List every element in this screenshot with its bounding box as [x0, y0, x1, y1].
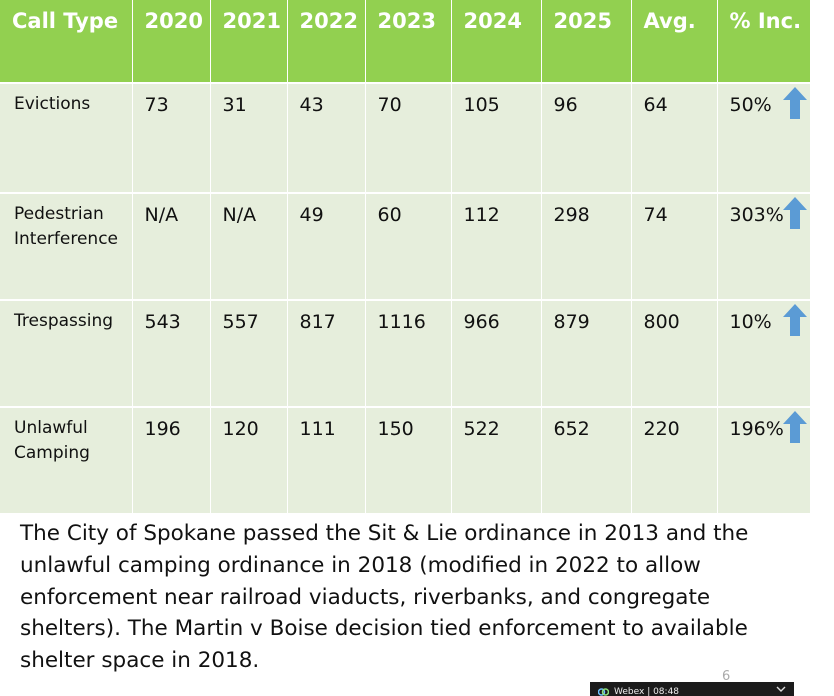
page-number: 6	[722, 669, 731, 684]
arrow-up-icon	[782, 411, 807, 443]
table-row: Trespassing 543 557 817 1116 966 879 800…	[0, 300, 811, 408]
row-label-line1: Pedestrian	[14, 204, 104, 224]
row-label-line2: Interference	[14, 229, 119, 249]
cell-pct-inc: 10%	[717, 300, 811, 408]
cell-2021: 557	[210, 300, 288, 408]
caption-line-2: unlawful camping ordinance in 2018 (modi…	[20, 552, 701, 578]
header-2021: 2021	[210, 0, 288, 84]
arrow-up-icon	[782, 304, 807, 336]
cell-2025: 96	[541, 83, 632, 194]
cell-2020: 543	[132, 300, 211, 408]
arrow-up-icon	[782, 197, 807, 229]
cell-2022: 817	[287, 300, 366, 408]
header-2022: 2022	[287, 0, 366, 84]
cell-2024: 112	[451, 193, 542, 301]
row-label: Unlawful Camping	[0, 407, 133, 515]
cell-2024: 966	[451, 300, 542, 408]
caption-line-5: shelter space in 2018.	[20, 648, 260, 674]
header-2025: 2025	[541, 0, 632, 84]
cell-2023: 60	[365, 193, 452, 301]
call-type-table: Call Type 2020 2021 2022 2023 2024 2025 …	[0, 0, 811, 515]
cell-2023: 1116	[365, 300, 452, 408]
cell-2020: 196	[132, 407, 211, 515]
pct-value: 50%	[729, 94, 772, 116]
chevron-down-icon[interactable]	[776, 685, 786, 693]
cell-2025: 652	[541, 407, 632, 515]
table-header-row: Call Type 2020 2021 2022 2023 2024 2025 …	[0, 0, 811, 84]
webex-meeting-bar[interactable]: Webex | 08:48	[590, 682, 794, 696]
pct-value: 10%	[729, 311, 772, 333]
webex-logo-icon	[598, 688, 609, 696]
cell-2024: 522	[451, 407, 542, 515]
cell-2022: 111	[287, 407, 366, 515]
cell-2025: 298	[541, 193, 632, 301]
row-label-line1: Trespassing	[14, 311, 114, 331]
row-label-line2: Camping	[14, 443, 90, 463]
cell-2021: 31	[210, 83, 288, 194]
caption-line-1: The City of Spokane passed the Sit & Lie…	[20, 521, 749, 546]
header-2020: 2020	[132, 0, 211, 84]
caption-line-3: enforcement near railroad viaducts, rive…	[20, 584, 711, 610]
header-avg: Avg.	[631, 0, 718, 84]
cell-2022: 43	[287, 83, 366, 194]
row-label-line1: Unlawful	[14, 418, 88, 438]
webex-label: Webex | 08:48	[614, 687, 680, 696]
arrow-up-icon	[782, 87, 807, 119]
caption-line-4: shelters). The Martin v Boise decision t…	[20, 616, 748, 642]
cell-pct-inc: 50%	[717, 83, 811, 194]
slide-caption: The City of Spokane passed the Sit & Lie…	[20, 518, 810, 677]
pct-value: 196%	[729, 418, 784, 440]
header-call-type: Call Type	[0, 0, 133, 84]
cell-2023: 150	[365, 407, 452, 515]
cell-2023: 70	[365, 83, 452, 194]
header-2023: 2023	[365, 0, 452, 84]
cell-avg: 64	[631, 83, 718, 194]
cell-2024: 105	[451, 83, 542, 194]
cell-avg: 800	[631, 300, 718, 408]
table-row: Unlawful Camping 196 120 111 150 522 652…	[0, 407, 811, 515]
cell-avg: 74	[631, 193, 718, 301]
cell-2025: 879	[541, 300, 632, 408]
table-row: Evictions 73 31 43 70 105 96 64 50%	[0, 83, 811, 194]
cell-pct-inc: 303%	[717, 193, 811, 301]
cell-2021: N/A	[210, 193, 288, 301]
cell-2021: 120	[210, 407, 288, 515]
header-2024: 2024	[451, 0, 542, 84]
cell-pct-inc: 196%	[717, 407, 811, 515]
row-label: Trespassing	[0, 300, 133, 408]
table-row: Pedestrian Interference N/A N/A 49 60 11…	[0, 193, 811, 301]
header-pct-inc: % Inc.	[717, 0, 811, 84]
cell-2020: N/A	[132, 193, 211, 301]
row-label-line1: Evictions	[14, 94, 91, 114]
cell-2020: 73	[132, 83, 211, 194]
cell-avg: 220	[631, 407, 718, 515]
pct-value: 303%	[729, 204, 784, 226]
cell-2022: 49	[287, 193, 366, 301]
row-label: Pedestrian Interference	[0, 193, 133, 301]
row-label: Evictions	[0, 83, 133, 194]
